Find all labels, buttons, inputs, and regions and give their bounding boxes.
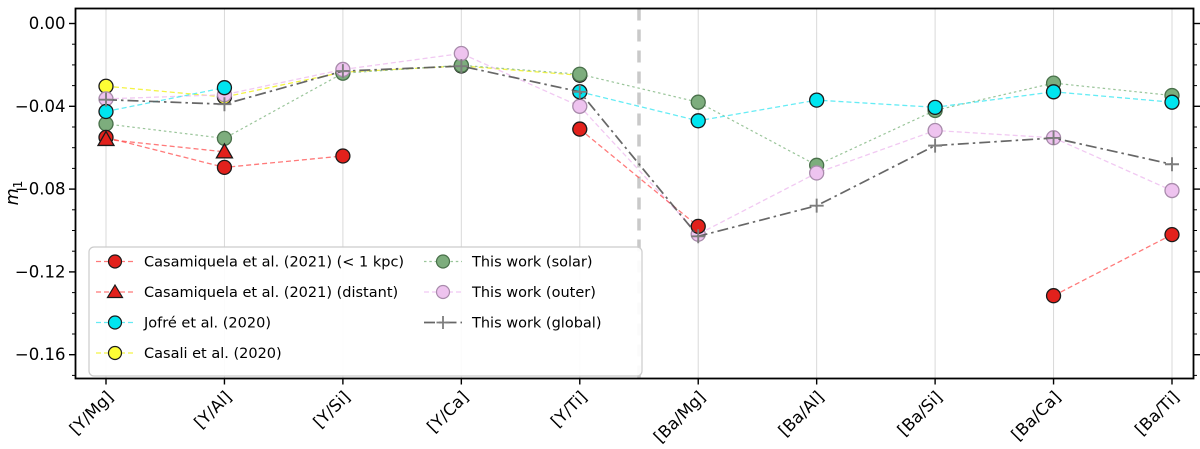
legend-label: Casamiquela et al. (2021) (distant) (144, 285, 398, 301)
legend-label: Jofré et al. (2020) (143, 316, 271, 332)
series-line (105, 138, 225, 153)
series-this-work-global (99, 59, 1179, 244)
legend-item: This work (global) (424, 316, 601, 332)
legend-marker-this-work-outer (435, 284, 451, 300)
x-tick-label: [Y/Ti] (547, 387, 591, 431)
data-point (1045, 84, 1062, 100)
legend-item: Casamiquela et al. (2021) (distant) (96, 283, 398, 301)
data-point (809, 198, 824, 213)
data-point (1164, 182, 1180, 199)
data-point (809, 165, 825, 181)
legend-item: This work (solar) (424, 254, 593, 271)
data-point (335, 64, 350, 79)
series-line (105, 52, 1173, 236)
x-tick-label: [Y/Ca] (423, 387, 472, 436)
y-tick-label: −0.16 (15, 345, 66, 364)
data-point (216, 80, 233, 96)
data-point (572, 84, 587, 99)
data-point (690, 113, 706, 129)
data-point (216, 159, 233, 176)
series-line (105, 64, 1173, 166)
x-tick-label: [Ba/Mg] (650, 387, 709, 445)
x-tick-label: [Ba/Ca] (1007, 387, 1064, 444)
y-tick-label: 0.00 (29, 14, 66, 33)
data-point (572, 121, 588, 137)
data-point (454, 59, 469, 74)
legend-item: Jofré et al. (2020) (96, 315, 271, 332)
legend-marker-casamiquela-et-al-2021-1-kpc (107, 254, 123, 269)
data-point (99, 92, 113, 107)
data-point (217, 97, 232, 112)
data-point (1045, 288, 1062, 304)
legend-label: This work (global) (471, 316, 601, 332)
data-point (1164, 94, 1180, 110)
data-point (809, 92, 825, 108)
legend-marker-this-work-global (436, 316, 450, 329)
y-tick-label: −0.12 (15, 262, 66, 281)
x-tick-label: [Y/Si] (309, 387, 353, 431)
legend-marker-casali-et-al-2020 (107, 345, 123, 361)
data-point (215, 142, 234, 159)
data-point (691, 229, 706, 244)
data-point (1165, 157, 1179, 172)
series-line (105, 65, 1173, 238)
legend-marker-jofr-et-al-2020 (107, 315, 123, 330)
data-point (927, 99, 943, 115)
x-tick-label: [Y/Al] (190, 387, 235, 432)
legend-item: This work (outer) (424, 284, 596, 301)
data-point (1164, 226, 1180, 243)
series-casamiquela-et-al-2021-1-kpc (98, 121, 1180, 304)
data-point (690, 94, 706, 110)
data-point (928, 138, 943, 153)
axes-spines (74, 7, 1195, 380)
data-point (572, 66, 588, 82)
x-tick-label: [Ba/Al] (775, 387, 828, 440)
data-point (572, 98, 588, 114)
series-casamiquela-et-al-2021-distant (96, 130, 234, 159)
legend-label: This work (outer) (471, 285, 596, 301)
data-point (98, 78, 114, 94)
x-tick-label: [Ba/Si] (894, 387, 946, 439)
series-line (105, 87, 1173, 122)
legend-marker-this-work-solar (435, 254, 451, 269)
legend-item: Casali et al. (2020) (96, 345, 282, 362)
legend-marker-casamiquela-et-al-2021-distant (106, 283, 124, 299)
data-point (335, 148, 351, 164)
x-tick-label: [Y/Mg] (66, 387, 117, 438)
legend-label: Casamiquela et al. (2021) (< 1 kpc) (144, 255, 404, 271)
y-tick-label: −0.08 (15, 180, 66, 199)
series-jofr-et-al-2020 (98, 80, 1180, 129)
data-point (927, 122, 943, 139)
legend-label: This work (solar) (471, 255, 593, 271)
legend-label: Casali et al. (2020) (144, 346, 282, 362)
data-point (96, 130, 116, 147)
y-axis-label: m1 (3, 181, 25, 206)
legend-item: Casamiquela et al. (2021) (< 1 kpc) (96, 254, 404, 271)
legend: Casamiquela et al. (2021) (< 1 kpc) Casam… (88, 246, 643, 377)
x-tick-label: [Ba/Ti] (1131, 387, 1183, 439)
y-tick-label: −0.04 (15, 97, 66, 116)
data-point (453, 45, 469, 62)
legend-box (88, 246, 643, 377)
data-point (1046, 130, 1061, 145)
